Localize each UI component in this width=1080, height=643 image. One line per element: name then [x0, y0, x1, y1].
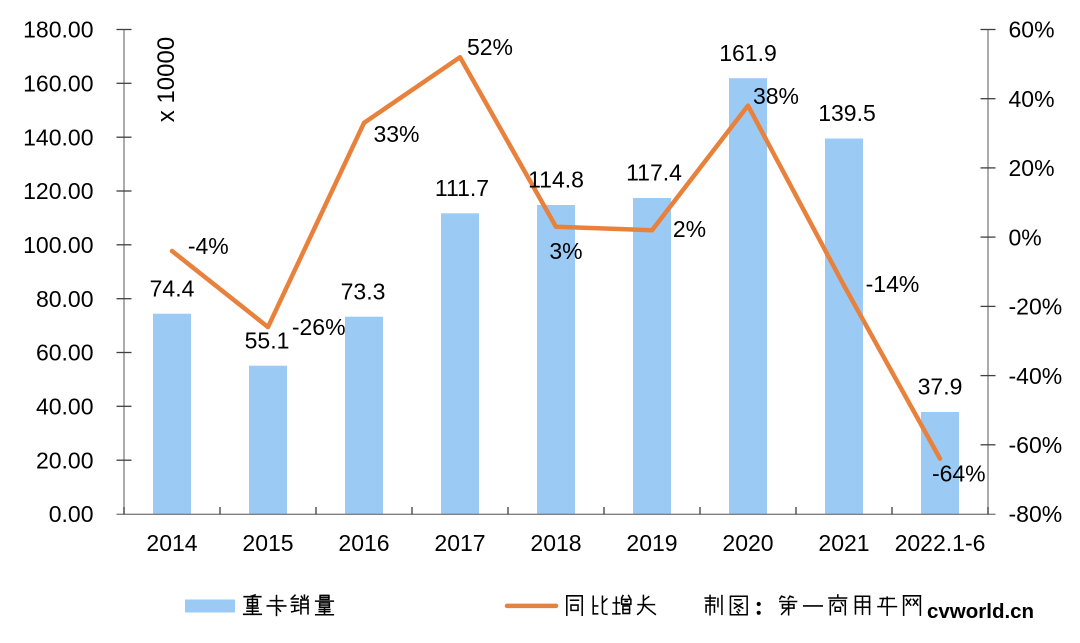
svg-text:2018: 2018: [530, 530, 581, 556]
svg-text:55.1: 55.1: [245, 327, 290, 353]
svg-text:-64%: -64%: [932, 461, 986, 487]
svg-text:80.00: 80.00: [36, 286, 94, 312]
svg-text:140.00: 140.00: [23, 124, 93, 150]
svg-text:2015: 2015: [242, 530, 293, 556]
svg-text:20.00: 20.00: [36, 447, 94, 473]
svg-text:2022.1-6: 2022.1-6: [895, 530, 986, 556]
svg-text:74.4: 74.4: [150, 275, 195, 301]
svg-text:161.9: 161.9: [719, 40, 777, 66]
svg-text:-4%: -4%: [188, 233, 229, 259]
svg-text:37.9: 37.9: [918, 374, 963, 400]
svg-text:-20%: -20%: [1009, 294, 1063, 320]
svg-text:-26%: -26%: [292, 314, 346, 340]
svg-text:180.00: 180.00: [23, 17, 93, 43]
svg-text:60%: 60%: [1009, 17, 1055, 43]
svg-text:x 10000: x 10000: [153, 37, 180, 122]
svg-text:-14%: -14%: [866, 271, 920, 297]
svg-text:117.4: 117.4: [626, 160, 682, 186]
svg-text:40%: 40%: [1009, 86, 1055, 112]
svg-text:40.00: 40.00: [36, 394, 94, 420]
svg-text:-80%: -80%: [1009, 501, 1063, 527]
svg-text:60.00: 60.00: [36, 340, 94, 366]
svg-text:-40%: -40%: [1009, 363, 1063, 389]
svg-text:2014: 2014: [146, 530, 197, 556]
svg-text:52%: 52%: [467, 34, 513, 60]
svg-text:33%: 33%: [373, 121, 419, 147]
svg-text:0%: 0%: [1009, 224, 1042, 250]
svg-text:38%: 38%: [753, 83, 799, 109]
svg-text:120.00: 120.00: [23, 178, 93, 204]
svg-text:2021: 2021: [818, 530, 869, 556]
svg-text:20%: 20%: [1009, 155, 1055, 181]
svg-text:73.3: 73.3: [341, 278, 386, 304]
svg-text:2017: 2017: [434, 530, 485, 556]
svg-text:0.00: 0.00: [49, 501, 94, 527]
svg-text:cvworld.cn: cvworld.cn: [927, 600, 1034, 623]
svg-text:160.00: 160.00: [23, 71, 93, 97]
svg-text:2016: 2016: [338, 530, 389, 556]
svg-text:2019: 2019: [626, 530, 677, 556]
svg-text:3%: 3%: [549, 238, 582, 264]
svg-text:2%: 2%: [673, 216, 706, 242]
svg-text:-60%: -60%: [1009, 432, 1063, 458]
svg-text:114.8: 114.8: [528, 167, 584, 193]
svg-text:2020: 2020: [722, 530, 773, 556]
svg-text:139.5: 139.5: [818, 100, 876, 126]
svg-text:100.00: 100.00: [23, 232, 93, 258]
svg-text:111.7: 111.7: [435, 175, 489, 201]
